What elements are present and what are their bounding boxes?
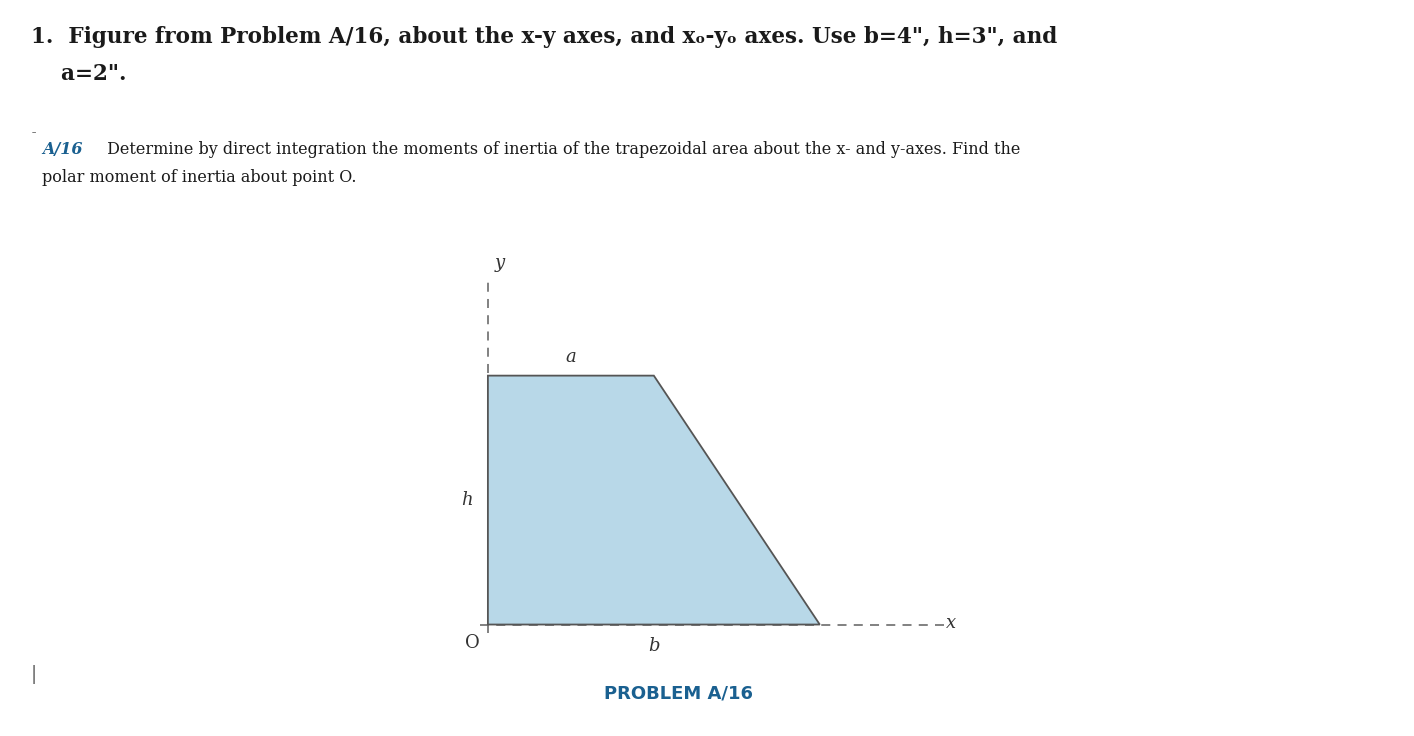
Text: 1.  Figure from Problem A/16, about the x-y axes, and xₒ-yₒ axes. Use b=4", h=3": 1. Figure from Problem A/16, about the x… xyxy=(31,26,1058,48)
Text: |: | xyxy=(31,665,37,684)
Text: h: h xyxy=(461,491,472,509)
Text: a=2".: a=2". xyxy=(31,63,127,85)
Text: a: a xyxy=(566,347,577,366)
Text: ¯: ¯ xyxy=(31,132,37,146)
Text: O: O xyxy=(465,634,479,653)
Polygon shape xyxy=(488,375,820,625)
Text: Determine by direct integration the moments of inertia of the trapezoidal area a: Determine by direct integration the mome… xyxy=(102,141,1019,158)
Text: PROBLEM A/16: PROBLEM A/16 xyxy=(604,684,754,702)
Text: x: x xyxy=(946,614,956,632)
Text: b: b xyxy=(648,637,659,655)
Text: A/16: A/16 xyxy=(42,141,83,158)
Text: polar moment of inertia about point O.: polar moment of inertia about point O. xyxy=(42,169,356,186)
Text: y: y xyxy=(495,254,505,272)
